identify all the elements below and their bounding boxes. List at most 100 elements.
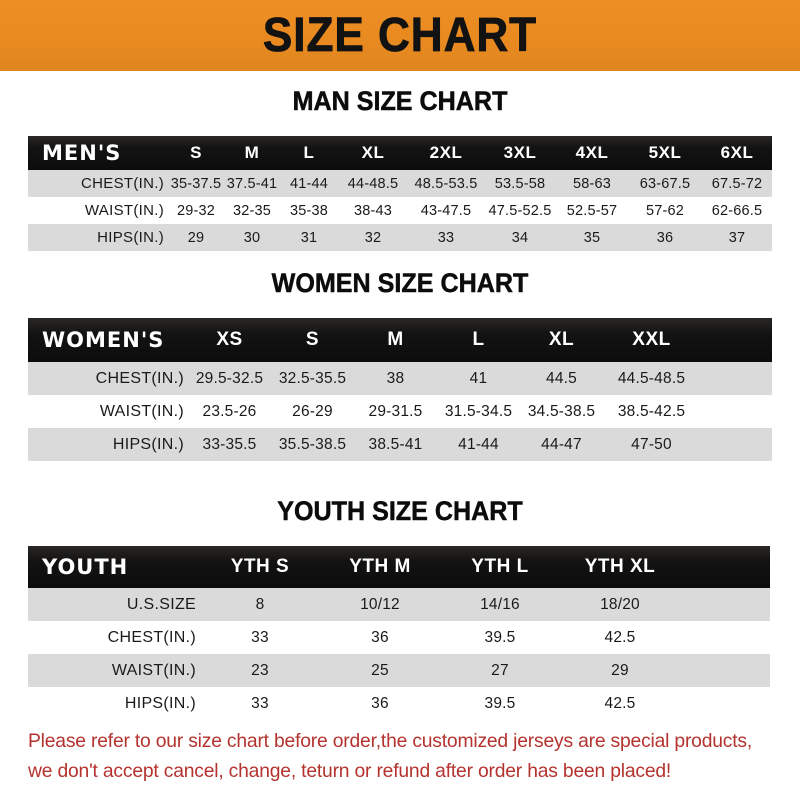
column-header-empty (700, 318, 772, 362)
cell-empty (700, 395, 772, 428)
cell: 23 (251, 661, 269, 679)
cell: 44-48.5 (347, 175, 399, 192)
table-header-row: MEN'S S M L XL 2XL 3XL 4XL 5XL 6XL (28, 136, 772, 170)
table-row: U.S.SIZE 8 10/12 14/16 18/20 (28, 588, 770, 621)
men-size-table: MEN'S S M L XL 2XL 3XL 4XL 5XL 6XL CHEST… (28, 136, 772, 251)
cell: 29.5-32.5 (195, 369, 264, 387)
cell: 36 (371, 628, 389, 646)
cell: 10/12 (360, 595, 400, 613)
column-header: 3XL (503, 143, 537, 162)
cell: 41-44 (458, 435, 499, 453)
row-label: WAIST(IN.) (99, 402, 184, 420)
cell: 35-38 (289, 202, 329, 219)
cell: 41 (469, 369, 488, 387)
cell: 44-47 (541, 435, 582, 453)
column-header: M (387, 329, 404, 350)
column-header: XL (548, 329, 575, 350)
cell: 47.5-52.5 (488, 202, 552, 219)
row-label: HIPS(IN.) (97, 229, 164, 246)
cell: 52.5-57 (566, 202, 618, 219)
table-header-row: YOUTH YTH S YTH M YTH L YTH XL (28, 546, 770, 588)
youth-size-table: YOUTH YTH S YTH M YTH L YTH XL U.S.SIZE … (28, 546, 770, 720)
cell: 37 (728, 229, 746, 246)
column-header: YTH L (471, 556, 529, 577)
cell: 35 (583, 229, 601, 246)
page-banner: SIZE CHART (0, 0, 800, 71)
cell: 32.5-35.5 (278, 369, 347, 387)
column-header: L (472, 329, 485, 350)
cell: 8 (255, 595, 265, 613)
cell: 67.5-72 (711, 175, 763, 192)
cell: 48.5-53.5 (414, 175, 478, 192)
column-header: L (303, 143, 315, 162)
cell: 33-35.5 (202, 435, 257, 453)
cell: 41-44 (289, 175, 329, 192)
cell: 58-63 (572, 175, 612, 192)
cell: 34 (511, 229, 529, 246)
cell: 44.5 (546, 369, 577, 387)
cell: 33 (251, 694, 269, 712)
column-header: YTH S (230, 556, 290, 577)
women-size-table: WOMEN'S XS S M L XL XXL CHEST(IN.) 29.5-… (28, 318, 772, 461)
cell: 33 (437, 229, 455, 246)
youth-row-header-label: YOUTH (42, 555, 129, 579)
column-header: XS (216, 329, 243, 350)
cell: 47-50 (631, 435, 672, 453)
cell: 34.5-38.5 (527, 402, 596, 420)
cell: 35.5-38.5 (278, 435, 347, 453)
page-title: SIZE CHART (262, 8, 538, 62)
cell-empty (680, 687, 770, 720)
column-header: 4XL (575, 143, 609, 162)
cell: 29 (611, 661, 629, 679)
cell: 18/20 (600, 595, 640, 613)
table-row: WAIST(IN.) 23.5-26 26-29 29-31.5 31.5-34… (28, 395, 772, 428)
column-header-empty (680, 546, 770, 588)
column-header: XL (361, 143, 385, 162)
cell: 29 (187, 229, 205, 246)
cell: 38.5-42.5 (617, 402, 686, 420)
man-section-title: MAN SIZE CHART (292, 86, 508, 117)
cell-empty (680, 654, 770, 687)
cell: 35-37.5 (170, 175, 222, 192)
cell: 53.5-58 (494, 175, 546, 192)
row-label: CHEST(IN.) (95, 369, 184, 387)
cell: 33 (251, 628, 269, 646)
table-header-row: WOMEN'S XS S M L XL XXL (28, 318, 772, 362)
table-row: CHEST(IN.) 33 36 39.5 42.5 (28, 621, 770, 654)
cell: 38.5-41 (368, 435, 423, 453)
column-header: 2XL (429, 143, 463, 162)
cell: 63-67.5 (639, 175, 691, 192)
cell: 30 (243, 229, 261, 246)
column-header: YTH M (349, 556, 411, 577)
cell: 32 (364, 229, 382, 246)
cell: 39.5 (484, 628, 516, 646)
table-row: CHEST(IN.) 29.5-32.5 32.5-35.5 38 41 44.… (28, 362, 772, 395)
column-header: M (244, 143, 260, 162)
cell: 32-35 (232, 202, 272, 219)
cell: 14/16 (480, 595, 520, 613)
table-row: CHEST(IN.) 35-37.5 37.5-41 41-44 44-48.5… (28, 170, 772, 197)
cell: 36 (371, 694, 389, 712)
youth-section-title: YOUTH SIZE CHART (277, 496, 523, 527)
cell: 38-43 (353, 202, 393, 219)
women-row-header-label: WOMEN'S (42, 328, 165, 352)
cell: 42.5 (604, 628, 636, 646)
row-label: CHEST(IN.) (107, 628, 196, 646)
cell: 38 (386, 369, 405, 387)
row-label: U.S.SIZE (126, 595, 196, 613)
row-label: WAIST(IN.) (84, 202, 164, 219)
column-header: S (305, 329, 320, 350)
order-policy-note: Please refer to our size chart before or… (28, 726, 769, 786)
cell: 29-31.5 (368, 402, 423, 420)
column-header: 6XL (720, 143, 754, 162)
column-header: 5XL (648, 143, 682, 162)
cell-empty (700, 362, 772, 395)
cell: 25 (371, 661, 389, 679)
cell: 44.5-48.5 (617, 369, 686, 387)
cell: 43-47.5 (420, 202, 472, 219)
column-header: YTH XL (584, 556, 656, 577)
row-label: CHEST(IN.) (81, 175, 164, 192)
cell: 29-32 (176, 202, 216, 219)
table-row: HIPS(IN.) 33-35.5 35.5-38.5 38.5-41 41-4… (28, 428, 772, 461)
